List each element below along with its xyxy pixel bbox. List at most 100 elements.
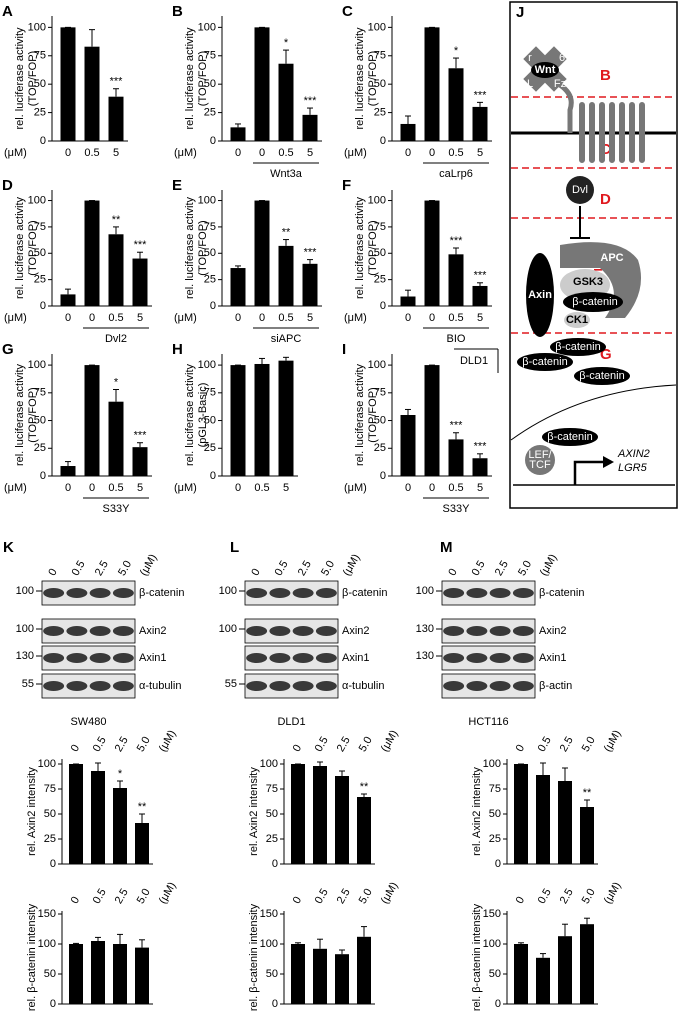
y-axis-label: (pGL3-Basic)	[197, 383, 209, 448]
y-axis-label: rel. β-catenin intensity	[248, 903, 260, 1011]
catenin-label: β-catenin	[579, 370, 624, 382]
blot-band	[112, 588, 134, 598]
y-axis-label: rel. Axin2 intensity	[26, 767, 38, 856]
bar	[472, 458, 488, 476]
significance: ***	[304, 247, 318, 259]
cell-line: HCT116	[468, 716, 508, 728]
y-tick-label: 25	[204, 442, 216, 454]
significance: **	[583, 787, 592, 799]
y-axis-label: rel. luciferase activity	[14, 27, 26, 130]
bar	[113, 944, 127, 1004]
x-tick-label: 0	[65, 147, 71, 159]
bar	[448, 439, 464, 476]
y-tick-label: 100	[260, 938, 278, 950]
x-tick-label: 5	[137, 482, 143, 494]
significance: **	[282, 226, 291, 238]
x-unit: (μM)	[379, 880, 401, 906]
blot-band	[269, 681, 291, 691]
x-tick-label: 0.5	[313, 735, 331, 754]
y-tick-label: 75	[34, 221, 46, 233]
y-tick-label: 50	[34, 78, 46, 90]
y-tick-label: 25	[204, 106, 216, 118]
bar	[472, 106, 488, 141]
catenin-label: β-catenin	[522, 356, 567, 368]
x-tick-label: 0	[65, 482, 71, 494]
bar	[254, 363, 270, 476]
y-tick-label: 0	[50, 858, 56, 870]
band-label: α-tubulin	[342, 680, 384, 692]
y-tick-label: 100	[368, 359, 386, 371]
band-label: Axin2	[539, 625, 567, 637]
y-tick-label: 150	[260, 908, 278, 920]
bar	[536, 957, 550, 1004]
x-tick-label: 0.5	[448, 147, 463, 159]
lane-unit: (μM)	[138, 552, 160, 578]
bar	[424, 200, 440, 306]
destruction-complex: APC GSK3 β-catenin CK1 Axin	[526, 242, 642, 337]
y-tick-label: 100	[368, 194, 386, 206]
lane-label: 0	[446, 567, 459, 578]
y-tick-label: 100	[198, 194, 216, 206]
band-label: Axin2	[139, 625, 167, 637]
significance: ***	[450, 420, 464, 432]
y-axis-label: rel. Axin2 intensity	[471, 767, 483, 856]
bar	[278, 63, 294, 141]
x-unit: (μM)	[157, 880, 179, 906]
x-tick-label: 0.5	[448, 482, 463, 494]
significance: **	[138, 801, 147, 813]
x-tick-label: 0	[291, 743, 304, 754]
blot-band	[466, 653, 488, 663]
y-tick-label: 25	[34, 106, 46, 118]
blot-band	[489, 588, 511, 598]
x-unit: (μM)	[344, 312, 367, 324]
significance: **	[360, 781, 369, 793]
bar	[278, 360, 294, 476]
y-tick-label: 25	[204, 274, 216, 286]
x-tick-label: 0.5	[91, 887, 109, 906]
transcription-arrow	[573, 460, 605, 485]
blot-band	[89, 653, 111, 663]
group-label: BIO	[447, 333, 466, 345]
y-axis-label: (TOP/FOP)	[367, 387, 379, 442]
y-tick-label: 150	[38, 908, 56, 920]
significance: ***	[110, 76, 124, 88]
y-tick-label: 50	[374, 414, 386, 426]
step-label: G	[600, 346, 612, 363]
marker-label: 130	[416, 650, 434, 662]
y-axis-label: rel. luciferase activity	[184, 363, 196, 466]
y-tick-label: 50	[34, 247, 46, 259]
y-tick-label: 0	[50, 998, 56, 1010]
panel-letter: A	[2, 3, 13, 20]
lane-label: 2.5	[296, 559, 314, 578]
step-label: D	[600, 191, 611, 208]
bar	[400, 123, 416, 141]
bar	[472, 285, 488, 306]
y-tick-label: 0	[210, 300, 216, 312]
complex-label: β-catenin	[572, 296, 617, 308]
y-tick-label: 0	[210, 470, 216, 482]
x-tick-label: 2.5	[113, 887, 131, 906]
bar	[313, 948, 327, 1004]
catenin	[517, 353, 573, 371]
panel-letter: E	[172, 177, 182, 194]
bar	[135, 947, 149, 1004]
lane-unit: (μM)	[341, 552, 363, 578]
y-tick-label: 50	[266, 808, 278, 820]
significance: ***	[450, 235, 464, 247]
y-tick-label: 25	[34, 442, 46, 454]
bar	[514, 944, 528, 1004]
x-tick-label: 5	[307, 312, 313, 324]
bar	[69, 944, 83, 1004]
lane-label: 0	[249, 567, 262, 578]
band-label: Axin1	[342, 652, 370, 664]
blot-band	[246, 588, 268, 598]
x-tick-label: 0	[65, 312, 71, 324]
blot-band	[89, 626, 111, 636]
x-tick-label: 5.0	[357, 735, 375, 754]
significance: *	[284, 37, 289, 49]
x-unit: (μM)	[4, 312, 27, 324]
y-tick-label: 50	[266, 968, 278, 980]
x-tick-label: 0	[89, 312, 95, 324]
blot-band	[43, 588, 65, 598]
blot-band	[269, 626, 291, 636]
